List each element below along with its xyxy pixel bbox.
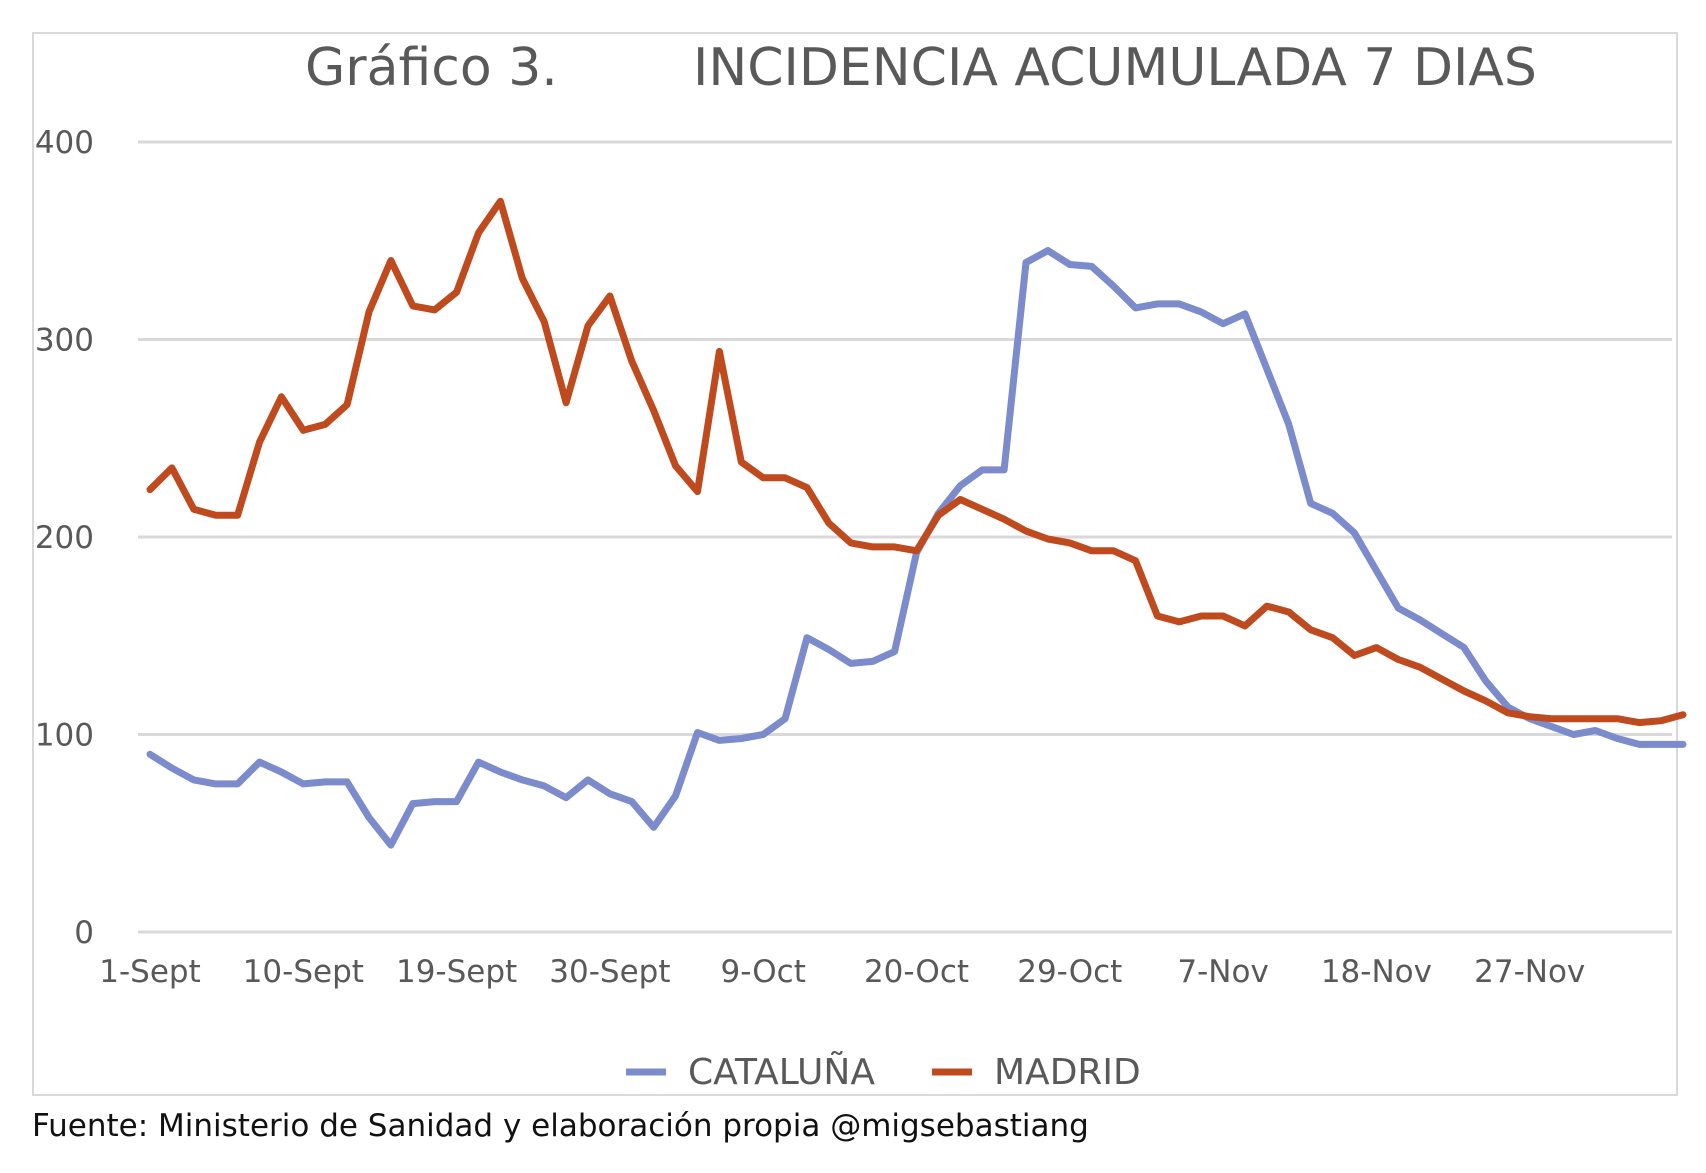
chart-title-number: Gráfico 3.	[305, 38, 558, 98]
x-tick-label: 18-Nov	[1321, 954, 1432, 990]
y-tick-label: 200	[35, 520, 94, 556]
x-tick-label: 29-Oct	[1017, 954, 1122, 990]
x-tick-label: 7-Nov	[1177, 954, 1268, 990]
x-tick-label: 27-Nov	[1474, 954, 1585, 990]
series-line-madrid	[146, 197, 1687, 727]
chart-frame	[32, 32, 1678, 1096]
y-axis-ticks: 0 100 200 300 400	[35, 125, 94, 951]
x-tick-label: 19-Sept	[396, 954, 517, 990]
y-tick-label: 300	[35, 323, 94, 359]
x-axis-ticks: 1-Sept 10-Sept 19-Sept 30-Sept 9-Oct 20-Oct 29…	[99, 954, 1585, 990]
chart-canvas: Gráfico 3. INCIDENCIA ACUMULADA 7 DIAS 0…	[35, 38, 1687, 1093]
x-tick-label: 1-Sept	[99, 954, 201, 990]
x-tick-label: 10-Sept	[243, 954, 364, 990]
x-tick-label: 30-Sept	[549, 954, 670, 990]
y-tick-label: 400	[35, 125, 94, 161]
y-tick-label: 100	[35, 718, 94, 754]
grid-lines	[138, 140, 1672, 934]
x-tick-label: 20-Oct	[864, 954, 969, 990]
series-lines	[146, 197, 1687, 849]
legend-label: MADRID	[994, 1052, 1141, 1093]
legend: CATALUÑA MADRID	[626, 1051, 1141, 1093]
source-note: Fuente: Ministerio de Sanidad y elaborac…	[32, 1108, 1089, 1144]
chart-title: INCIDENCIA ACUMULADA 7 DIAS	[693, 38, 1537, 98]
legend-label: CATALUÑA	[688, 1051, 875, 1093]
x-tick-label: 9-Oct	[721, 954, 806, 990]
y-tick-label: 0	[74, 915, 94, 951]
